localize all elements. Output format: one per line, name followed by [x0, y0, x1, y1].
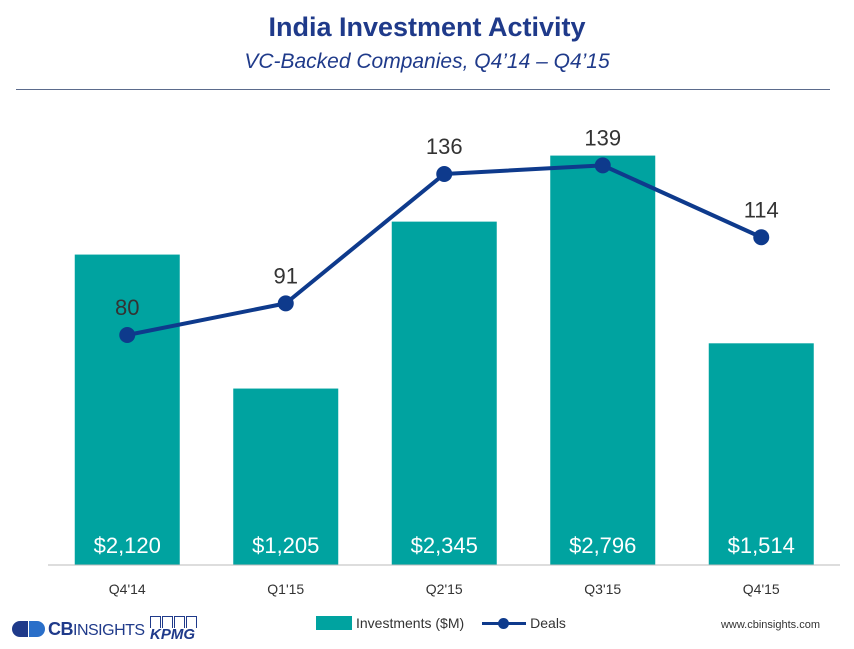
deals-label-2: 136 — [426, 134, 463, 159]
kpmg-wordmark: KPMG — [150, 626, 195, 643]
cb-insights-wordmark: CBINSIGHTS — [48, 618, 145, 639]
line-value-labels: 80 91 136 139 114 — [115, 125, 779, 320]
x-tick-0: Q4'14 — [109, 581, 146, 597]
deals-point-0 — [119, 327, 136, 343]
deals-point-1 — [277, 295, 294, 312]
deals-point-4 — [753, 229, 770, 246]
chart-title: India Investment Activity — [268, 12, 586, 42]
title-divider — [16, 89, 830, 90]
bar-1 — [233, 388, 339, 565]
bar-2 — [391, 221, 497, 565]
website-url: www.cbinsights.com — [720, 619, 820, 631]
kpmg-logo: KPMG — [150, 616, 204, 646]
bar-series — [74, 155, 814, 566]
line-series — [119, 157, 770, 343]
deals-label-0: 80 — [115, 295, 139, 320]
cb-insights-logo: CBINSIGHTS — [12, 618, 145, 640]
legend-deals-swatch — [482, 616, 527, 630]
combo-chart: $2,120 $1,205 $2,345 $2,796 $1,514 Q4'14 Q1'1… — [48, 125, 840, 597]
bar-value-labels: $2,120 $1,205 $2,345 $2,796 $1,514 — [94, 533, 795, 558]
legend: Investments ($M) Deals — [316, 612, 566, 634]
bar-3 — [550, 155, 656, 566]
x-tick-2: Q2'15 — [426, 581, 463, 597]
x-tick-1: Q1'15 — [267, 581, 304, 597]
bar-label-3: $2,796 — [569, 533, 636, 558]
legend-investments-swatch — [316, 616, 352, 630]
bar-0 — [74, 254, 180, 566]
legend-investments-label: Investments ($M) — [356, 615, 465, 631]
bar-4 — [708, 343, 814, 565]
bar-label-2: $2,345 — [411, 533, 478, 558]
bar-label-1: $1,205 — [252, 533, 319, 558]
chart-subtitle: VC-Backed Companies, Q4’14 – Q4’15 — [244, 50, 610, 73]
deals-point-3 — [594, 157, 611, 174]
deals-point-2 — [436, 166, 453, 182]
deals-label-4: 114 — [744, 197, 779, 222]
cb-mark-icon — [12, 618, 46, 640]
deals-label-1: 91 — [274, 263, 298, 288]
bar-label-4: $1,514 — [728, 533, 795, 558]
x-tick-3: Q3'15 — [584, 581, 621, 597]
x-tick-labels: Q4'14 Q1'15 Q2'15 Q3'15 Q4'15 — [109, 581, 780, 597]
bar-label-0: $2,120 — [94, 533, 161, 558]
deals-label-3: 139 — [584, 125, 621, 150]
legend-deals-label: Deals — [530, 615, 566, 631]
x-tick-4: Q4'15 — [743, 581, 780, 597]
kpmg-boxes-icon — [150, 616, 204, 628]
